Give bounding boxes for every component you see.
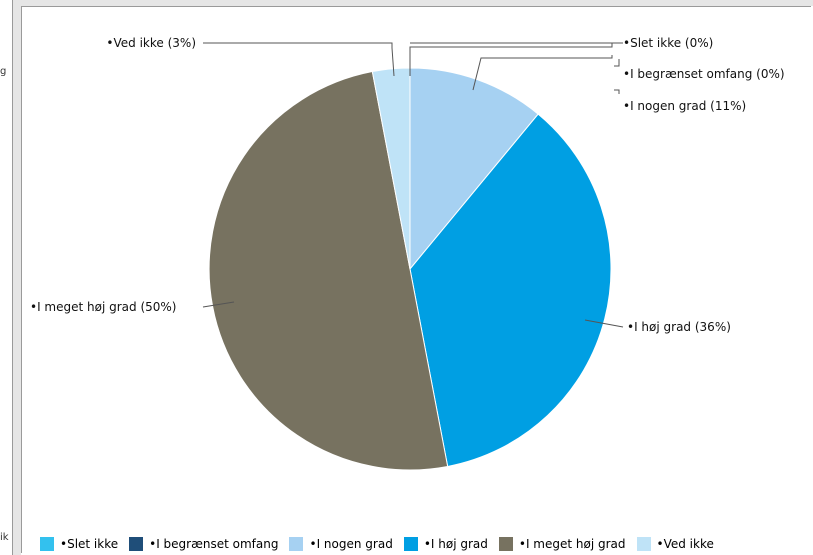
callout-line-i-begrænset-omfang bbox=[614, 59, 620, 67]
panel-gap bbox=[13, 0, 21, 555]
legend-item-ved-ikke: •Ved ikke bbox=[636, 537, 714, 551]
data-label-i-nogen-grad: •I nogen grad (11%) bbox=[623, 99, 746, 113]
data-label-i-meget-høj-grad: •I meget høj grad (50%) bbox=[30, 300, 177, 314]
adjacent-panel-text: g bbox=[0, 66, 7, 77]
adjacent-panel-text: ik bbox=[0, 532, 9, 543]
callout-leader-line bbox=[472, 55, 613, 91]
chart-legend: •Slet ikke •I begrænset omfang •I nogen gr… bbox=[40, 535, 725, 553]
legend-label: •I meget høj grad bbox=[518, 537, 626, 551]
legend-label: •I nogen grad bbox=[309, 537, 393, 551]
adjacent-panel: g ik bbox=[0, 0, 13, 555]
legend-item-slet-ikke: •Slet ikke bbox=[40, 537, 118, 551]
pie-slice-i-nogen-grad bbox=[409, 67, 539, 271]
legend-swatch bbox=[289, 537, 304, 551]
legend-swatch bbox=[403, 537, 418, 551]
callout-line-i-nogen-grad bbox=[614, 89, 620, 94]
data-label-i-høj-grad: •I høj grad (36%) bbox=[627, 320, 731, 334]
legend-swatch bbox=[40, 537, 54, 551]
pie-slice-i-høj-grad bbox=[409, 113, 612, 468]
legend-label: •I begrænset omfang bbox=[149, 537, 279, 551]
legend-item-i-meget-høj-grad: •I meget høj grad bbox=[498, 537, 626, 551]
callout-line-i-meget-høj-grad bbox=[202, 301, 235, 308]
legend-swatch bbox=[498, 537, 513, 551]
legend-item-i-begrænset-omfang: •I begrænset omfang bbox=[129, 537, 278, 551]
pie-slice-i-meget-høj-grad bbox=[208, 70, 449, 471]
legend-label: •I høj grad bbox=[423, 537, 488, 551]
callout-line-slet-ikke bbox=[409, 42, 623, 76]
legend-label: •Slet ikke bbox=[60, 537, 119, 551]
callout-line-ved-ikke bbox=[203, 42, 395, 77]
legend-item-i-høj-grad: •I høj grad bbox=[403, 537, 488, 551]
legend-item-i-nogen-grad: •I nogen grad bbox=[289, 537, 393, 551]
data-label-slet-ikke: •Slet ikke (0%) bbox=[623, 36, 713, 50]
data-label-ved-ikke: •Ved ikke (3%) bbox=[106, 36, 196, 50]
data-label-i-begrænset-omfang: •I begrænset omfang (0%) bbox=[623, 67, 785, 81]
legend-label: •Ved ikke bbox=[656, 537, 714, 551]
window-top-band bbox=[0, 0, 813, 6]
legend-swatch bbox=[129, 537, 144, 551]
legend-swatch bbox=[636, 537, 651, 551]
callout-line-i-høj-grad bbox=[584, 319, 624, 328]
